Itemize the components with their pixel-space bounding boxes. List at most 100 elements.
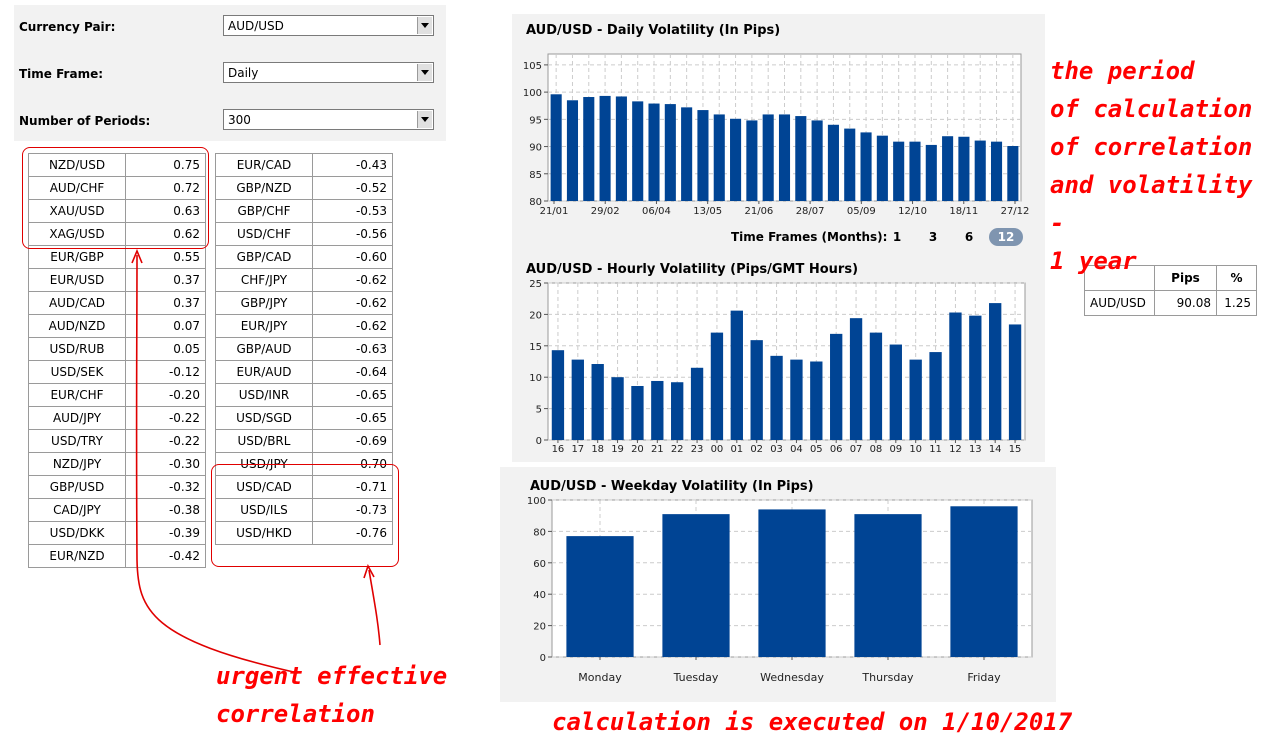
x-tick-label: 23 [691, 444, 704, 455]
bar [849, 318, 863, 440]
y-tick-label: 20 [533, 622, 546, 633]
plot-area [547, 282, 1026, 441]
correlation-value: -0.53 [312, 199, 393, 223]
correlation-pair: NZD/USD [28, 153, 126, 177]
bar [697, 110, 709, 201]
correlation-value: -0.63 [312, 337, 393, 361]
bar [778, 114, 791, 201]
bar [770, 355, 783, 440]
correlation-value: -0.12 [125, 360, 206, 384]
x-tick-label: 20 [631, 444, 644, 455]
bar [811, 120, 823, 201]
correlation-row: NZD/JPY -0.30 [28, 452, 206, 476]
y-tick-label: 90 [529, 143, 542, 154]
y-tick-label: 95 [529, 115, 542, 126]
correlation-pair: EUR/GBP [28, 245, 126, 269]
correlation-pair: EUR/AUD [215, 360, 313, 384]
chevron-down-icon[interactable] [417, 111, 432, 128]
timeframe-option-12-active[interactable]: 12 [989, 228, 1023, 246]
correlation-value: 0.72 [125, 176, 206, 200]
correlation-value: -0.43 [312, 153, 393, 177]
periods-select[interactable]: 300 [223, 109, 434, 130]
currency-pair-value: AUD/USD [228, 19, 284, 33]
correlation-value: 0.55 [125, 245, 206, 269]
currency-pair-label: Currency Pair: [19, 20, 116, 34]
correlation-pair: AUD/JPY [28, 406, 126, 430]
bar [974, 140, 986, 201]
correlation-value: 0.07 [125, 314, 206, 338]
bar [810, 361, 823, 440]
highlight-box-positive [22, 147, 209, 249]
correlation-row: USD/INR -0.65 [215, 383, 393, 407]
correlation-row: USD/CHF -0.56 [215, 222, 393, 246]
daily-chart-title: AUD/USD - Daily Volatility (In Pips) [526, 23, 781, 38]
correlation-row: EUR/CHF -0.20 [28, 383, 206, 407]
hourly-volatility-panel: AUD/USD - Hourly Volatility (Pips/GMT Ho… [512, 254, 1045, 462]
correlation-annotation-line: urgent effective [216, 662, 448, 690]
x-tick-label: 13/05 [693, 206, 722, 217]
x-tick-label: 06 [830, 444, 843, 455]
x-tick-label: Monday [578, 671, 622, 684]
correlation-row: EUR/NZD -0.42 [28, 544, 206, 568]
bar [631, 385, 644, 440]
summary-pips: 90.08 [1154, 290, 1217, 316]
arrow-to-positive [135, 254, 299, 674]
correlation-row: XAG/USD 0.62 [28, 222, 206, 246]
weekday-chart-title: AUD/USD - Weekday Volatility (In Pips) [530, 479, 814, 494]
chevron-down-icon[interactable] [417, 17, 432, 34]
correlation-row: USD/HKD -0.76 [215, 521, 393, 545]
bar [1007, 146, 1019, 201]
y-tick-label: 100 [523, 88, 542, 99]
x-tick-label: 17 [571, 444, 584, 455]
x-tick-label: Wednesday [760, 671, 824, 684]
bar [958, 136, 970, 201]
x-tick-label: 14 [989, 444, 1002, 455]
x-tick-label: 12/10 [898, 206, 927, 217]
correlation-pair: EUR/NZD [28, 544, 126, 568]
correlation-row: USD/BRL -0.69 [215, 429, 393, 453]
currency-pair-select[interactable]: AUD/USD [223, 15, 434, 36]
bar [969, 315, 982, 440]
x-tick-label: 06/04 [642, 206, 671, 217]
timeframe-option-3[interactable]: 3 [928, 230, 938, 244]
hourly-chart-title: AUD/USD - Hourly Volatility (Pips/GMT Ho… [526, 262, 859, 277]
bar [860, 132, 872, 201]
x-tick-label: 08 [870, 444, 883, 455]
bar [762, 114, 774, 201]
daily-volatility-panel: AUD/USD - Daily Volatility (In Pips) 80 8… [512, 14, 1045, 254]
summary-table: Pips % AUD/USD 90.08 1.25 [1084, 265, 1257, 316]
bar [949, 312, 962, 440]
correlation-row: GBP/CHF -0.53 [215, 199, 393, 223]
bar [929, 352, 942, 440]
weekday-volatility-panel: AUD/USD - Weekday Volatility (In Pips) 0… [500, 467, 1056, 702]
correlation-pair: USD/CAD [215, 475, 313, 499]
daily-volatility-chart: 80 85 90 95 100 105 21/01 29/02 06/04 13/05 21/06 2… [523, 53, 1030, 217]
bar [730, 118, 742, 201]
bar [591, 364, 604, 440]
time-frame-select[interactable]: Daily [223, 62, 434, 83]
x-tick-label: 11 [929, 444, 942, 455]
chevron-down-icon[interactable] [417, 64, 432, 81]
period-annotation-line: and volatility - [1050, 171, 1253, 237]
timeframe-option-6[interactable]: 6 [964, 230, 974, 244]
correlation-table-positive: NZD/USD 0.75 AUD/CHF 0.72 XAU/USD 0.63 XAG/USD… [28, 153, 206, 568]
y-tick-label: 60 [533, 559, 546, 570]
x-tick-label: 03 [770, 444, 783, 455]
bar [758, 509, 826, 657]
correlation-value: 0.37 [125, 268, 206, 292]
x-tick-label: 07 [850, 444, 863, 455]
bar [830, 333, 843, 440]
correlation-pair: EUR/USD [28, 268, 126, 292]
x-tick-label: 10 [909, 444, 922, 455]
bar [599, 95, 611, 201]
arrow-head-icon [131, 248, 143, 264]
summary-header-percent: % [1216, 265, 1257, 291]
bar [1008, 324, 1022, 440]
x-tick-label: 27/12 [1001, 206, 1030, 217]
timeframe-option-1[interactable]: 1 [892, 230, 902, 244]
x-tick-label: Friday [967, 671, 1001, 684]
x-tick-label: 12 [949, 444, 962, 455]
x-tick-label: 18 [591, 444, 604, 455]
bar [571, 359, 584, 440]
